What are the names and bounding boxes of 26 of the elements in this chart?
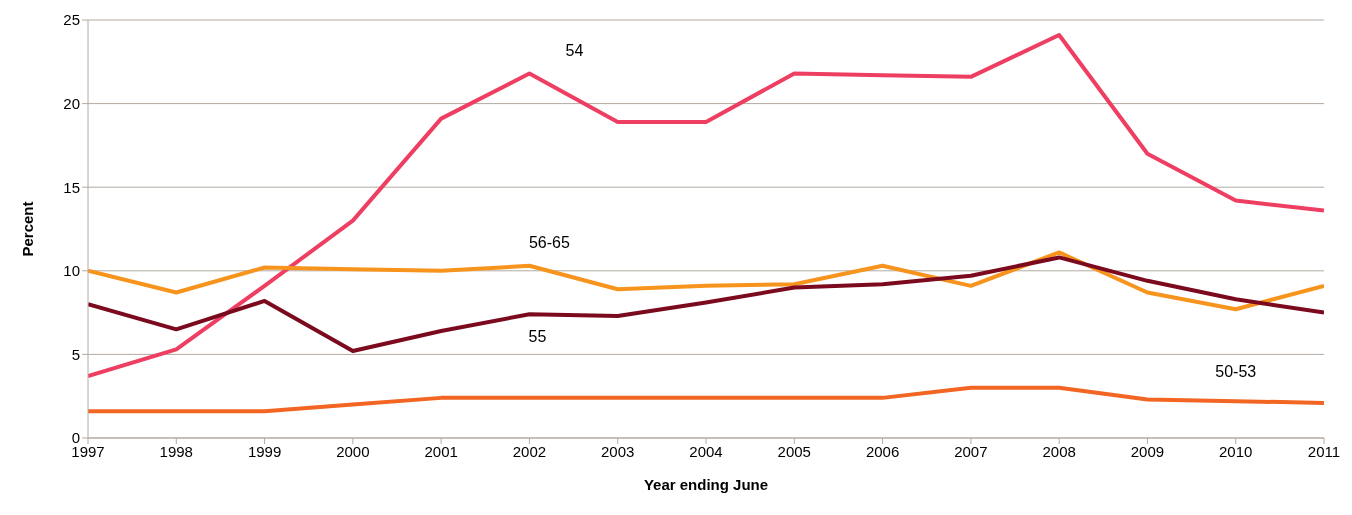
series-label: 55: [528, 328, 547, 346]
x-tick-label: 2001: [424, 442, 458, 460]
x-tick-label: 2000: [336, 442, 370, 460]
x-tick-label: 2005: [777, 442, 811, 460]
x-tick-label: 2007: [954, 442, 988, 460]
series-label: 54: [565, 41, 584, 59]
y-tick-label: 10: [63, 262, 80, 280]
x-tick-label: 2009: [1130, 442, 1165, 460]
x-tick-label: 2002: [512, 442, 547, 460]
x-tick-label: 1998: [159, 442, 193, 460]
x-tick-label: 2008: [1042, 442, 1076, 460]
x-tick-label: 2006: [865, 442, 900, 460]
series-label: 50-53: [1215, 363, 1257, 381]
line-series: [88, 385, 1324, 414]
x-tick-label: 2004: [689, 442, 723, 460]
y-axis-title: Percent: [19, 201, 37, 257]
x-tick-label: 2011: [1307, 442, 1341, 460]
y-tick-label: 25: [63, 11, 80, 29]
y-tick-label: 20: [63, 94, 80, 112]
y-tick-label: 5: [71, 345, 80, 363]
series-label: 56-65: [528, 233, 570, 251]
y-tick-label: 15: [63, 178, 80, 196]
x-tick-label: 2010: [1219, 442, 1253, 460]
x-axis-title: Year ending June: [643, 476, 769, 493]
x-tick-label: 2003: [601, 442, 635, 460]
x-tick-label: 1999: [247, 442, 282, 460]
